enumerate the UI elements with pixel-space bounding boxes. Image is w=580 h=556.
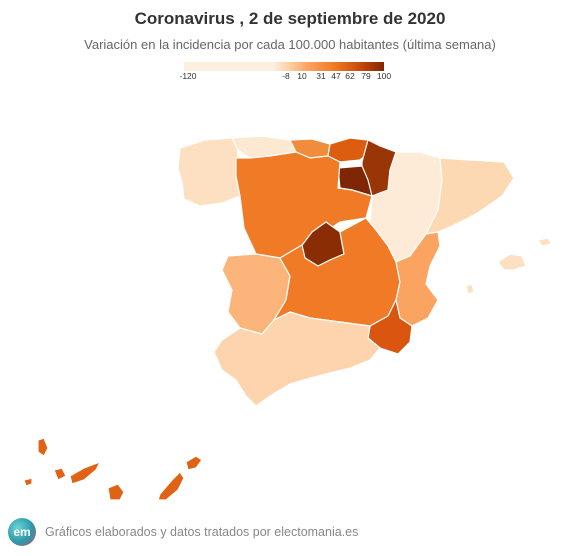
- region-castilla-leon[interactable]: [235, 151, 373, 259]
- region-canarias-el-hierro[interactable]: [23, 477, 33, 487]
- chart-subtitle: Variación en la incidencia por cada 100.…: [84, 37, 496, 52]
- region-comunidad-valenciana[interactable]: [395, 231, 441, 327]
- footer-credit-text: Gráficos elaborados y datos tratados por…: [45, 525, 359, 539]
- region-canarias-la-palma[interactable]: [37, 437, 49, 457]
- chart-title: Coronavirus , 2 de septiembre de 2020: [134, 9, 446, 28]
- electomania-logo: em: [8, 518, 36, 546]
- legend-gradient-bar: [184, 62, 384, 71]
- legend-tick: 10: [297, 71, 307, 81]
- region-canarias-lanzarote[interactable]: [185, 455, 203, 471]
- region-cataluna[interactable]: [425, 157, 515, 235]
- legend-tick: -8: [282, 71, 290, 81]
- region-canarias-la-gomera[interactable]: [53, 467, 67, 481]
- legend-tick: 62: [345, 71, 355, 81]
- region-baleares-ibiza[interactable]: [465, 283, 475, 295]
- color-legend: -120 -8 10 31 47 62 79 100: [168, 58, 392, 84]
- region-canarias-gran-canaria[interactable]: [107, 483, 125, 501]
- region-baleares-mallorca[interactable]: [497, 253, 527, 271]
- region-canarias-fuerteventura[interactable]: [157, 471, 185, 501]
- region-canarias-tenerife[interactable]: [69, 461, 101, 485]
- legend-tick: 79: [361, 71, 371, 81]
- legend-tick: 100: [376, 71, 392, 81]
- spain-choropleth-map: [23, 135, 553, 501]
- region-andalucia[interactable]: [213, 311, 381, 407]
- legend-tick: 31: [316, 71, 326, 81]
- region-galicia[interactable]: [177, 137, 241, 207]
- legend-tick: -120: [179, 71, 197, 81]
- region-baleares-menorca[interactable]: [537, 237, 553, 247]
- legend-tick: 47: [331, 71, 341, 81]
